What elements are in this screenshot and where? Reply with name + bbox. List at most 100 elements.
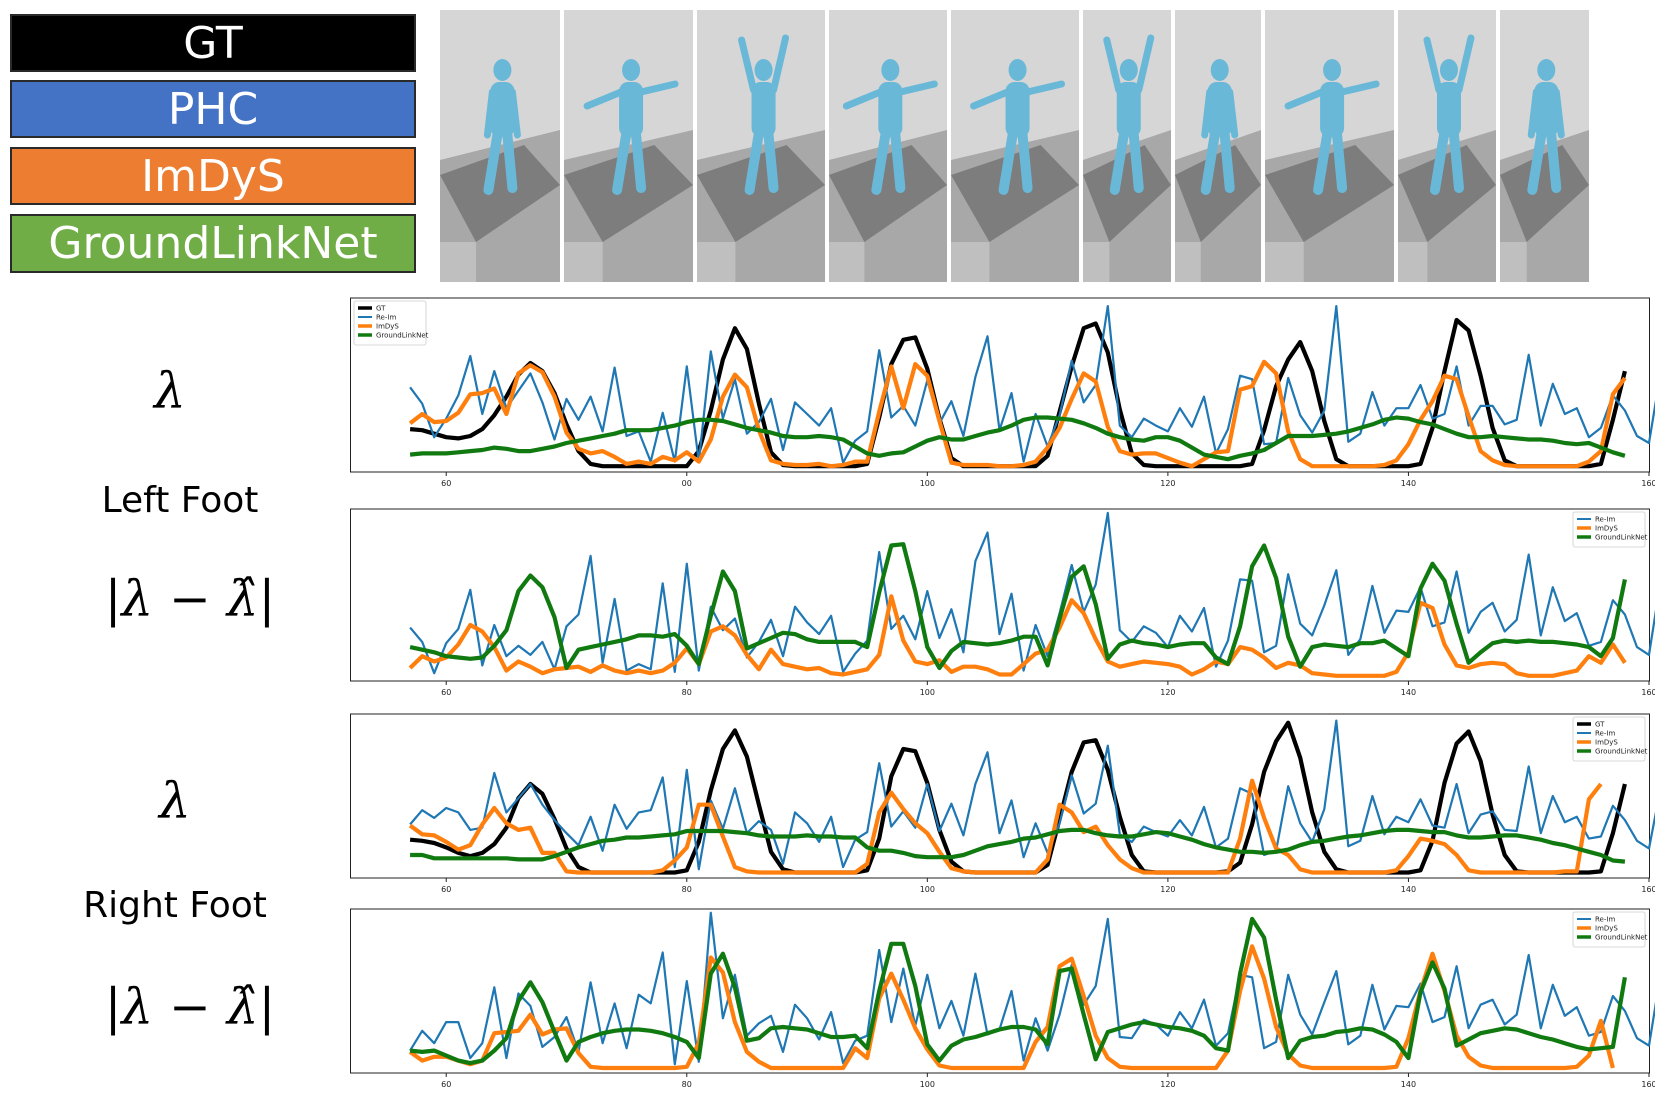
right-error-label: |λ − λ̂| [104, 978, 276, 1036]
figure-torso [1207, 82, 1232, 137]
x-tick-label: 60 [441, 885, 451, 894]
plot-frame [350, 908, 1650, 1074]
series-line-groundlinknet [409, 916, 1627, 1066]
x-tick-label: 140 [1401, 1080, 1416, 1089]
figure-arm [842, 88, 884, 110]
figure-leg [744, 130, 764, 195]
figure-head [881, 59, 900, 81]
figure-leg [998, 130, 1018, 195]
figure-head [1439, 59, 1458, 81]
plot-frame [350, 713, 1650, 879]
x-tick-label: 100 [920, 688, 935, 697]
figure-leg [1200, 130, 1220, 195]
figure-arm [1423, 36, 1443, 94]
x-tick-label: 160 [1641, 479, 1655, 488]
chart-left-foot-lambda: 024681012146000100120140160GTRe-ImImDySG… [350, 292, 1655, 494]
floor-edge [564, 242, 603, 282]
figure-arm [770, 34, 790, 94]
pose-frame-strip [440, 10, 1639, 282]
figure-arm [1455, 34, 1475, 94]
plot-frame [350, 508, 1650, 682]
figure-arm [583, 88, 625, 110]
figure-head [1210, 59, 1229, 81]
legend-imdys-label: ImDyS [141, 150, 285, 202]
floor-edge [951, 242, 990, 282]
legend-entry: GroundLinkNet [1595, 934, 1648, 942]
figure-leg [763, 130, 779, 193]
x-tick-label: 80 [682, 885, 692, 894]
legend-entry: ImDyS [1595, 525, 1618, 533]
legend-entry: ImDyS [1595, 739, 1618, 747]
right-foot-label: Right Foot [83, 885, 267, 926]
figure-arm [1024, 80, 1066, 96]
legend-entry: Re-Im [1595, 516, 1615, 524]
x-tick-label: 160 [1641, 885, 1655, 894]
pose-frame [440, 10, 560, 282]
figure-arm [1552, 88, 1565, 139]
right-lambda-label: λ [159, 772, 191, 830]
series-line-imdys [408, 944, 1615, 1071]
figure-arm [1135, 34, 1155, 94]
pose-frame [1175, 10, 1261, 282]
x-tick-label: 120 [1160, 479, 1175, 488]
chart-right-foot-error: 0246810126080100120140160Re-ImImDySGroun… [350, 903, 1655, 1095]
figure-arm [637, 80, 679, 96]
figure-head [493, 59, 512, 81]
legend-entry: GroundLinkNet [376, 332, 429, 340]
figure-arm [970, 88, 1012, 110]
x-tick-label: 80 [682, 1080, 692, 1089]
series-line-imdys [408, 778, 1603, 875]
left-error-label: |λ − λ̂| [104, 570, 276, 628]
series-line-re-im [409, 511, 1655, 675]
floor-mat [1500, 145, 1589, 242]
figure-torso [1116, 82, 1141, 137]
legend-entry: GT [376, 305, 386, 313]
figure-leg [890, 130, 906, 193]
pose-frame [564, 10, 693, 282]
legend-gt-label: GT [183, 17, 243, 69]
floor-edge [440, 242, 476, 282]
series-line-gt [409, 720, 1627, 875]
floor-mat [951, 145, 1079, 242]
figure-leg [1128, 130, 1144, 193]
figure-torso [1005, 82, 1030, 137]
figure-leg [612, 130, 632, 195]
legend-entry: Re-Im [376, 314, 396, 322]
figure-head [622, 59, 641, 81]
figure-leg [1448, 130, 1464, 193]
series-line-groundlinknet [409, 415, 1626, 462]
x-tick-label: 120 [1160, 688, 1175, 697]
figure-leg [1017, 130, 1033, 193]
figure-arm [1284, 88, 1326, 110]
floor-edge [1175, 242, 1201, 282]
figure-head [1119, 59, 1138, 81]
figure-leg [1313, 130, 1333, 195]
x-tick-label: 120 [1160, 1080, 1175, 1089]
x-tick-label: 100 [920, 479, 935, 488]
figure-arm [896, 80, 938, 96]
x-tick-label: 160 [1641, 688, 1655, 697]
series-line-imdys [408, 359, 1627, 469]
x-tick-label: 00 [682, 479, 692, 488]
figure-arm [508, 88, 521, 139]
figure-leg [1546, 130, 1562, 193]
figure-torso [878, 82, 903, 137]
legend-entry: GroundLinkNet [1595, 534, 1648, 542]
legend-imdys: ImDyS [10, 147, 416, 205]
figure-arm [1226, 88, 1239, 139]
x-tick-label: 140 [1401, 688, 1416, 697]
figure-arm [1338, 80, 1380, 96]
pose-frame [1500, 10, 1589, 282]
series-line-groundlinknet [410, 827, 1626, 864]
floor-edge [1265, 242, 1304, 282]
pose-frame [1083, 10, 1171, 282]
pose-frame [829, 10, 947, 282]
chart-right-foot-lambda: 024681012146080100120140160GTRe-ImImDySG… [350, 708, 1655, 900]
series-line-imdys [408, 594, 1627, 678]
floor-mat [1398, 145, 1496, 242]
legend-entry: Re-Im [1595, 730, 1615, 738]
legend-groundlinknet-label: GroundLinkNet [48, 218, 378, 269]
x-tick-label: 60 [441, 479, 451, 488]
legend-phc: PHC [10, 80, 416, 138]
x-tick-label: 140 [1401, 885, 1416, 894]
